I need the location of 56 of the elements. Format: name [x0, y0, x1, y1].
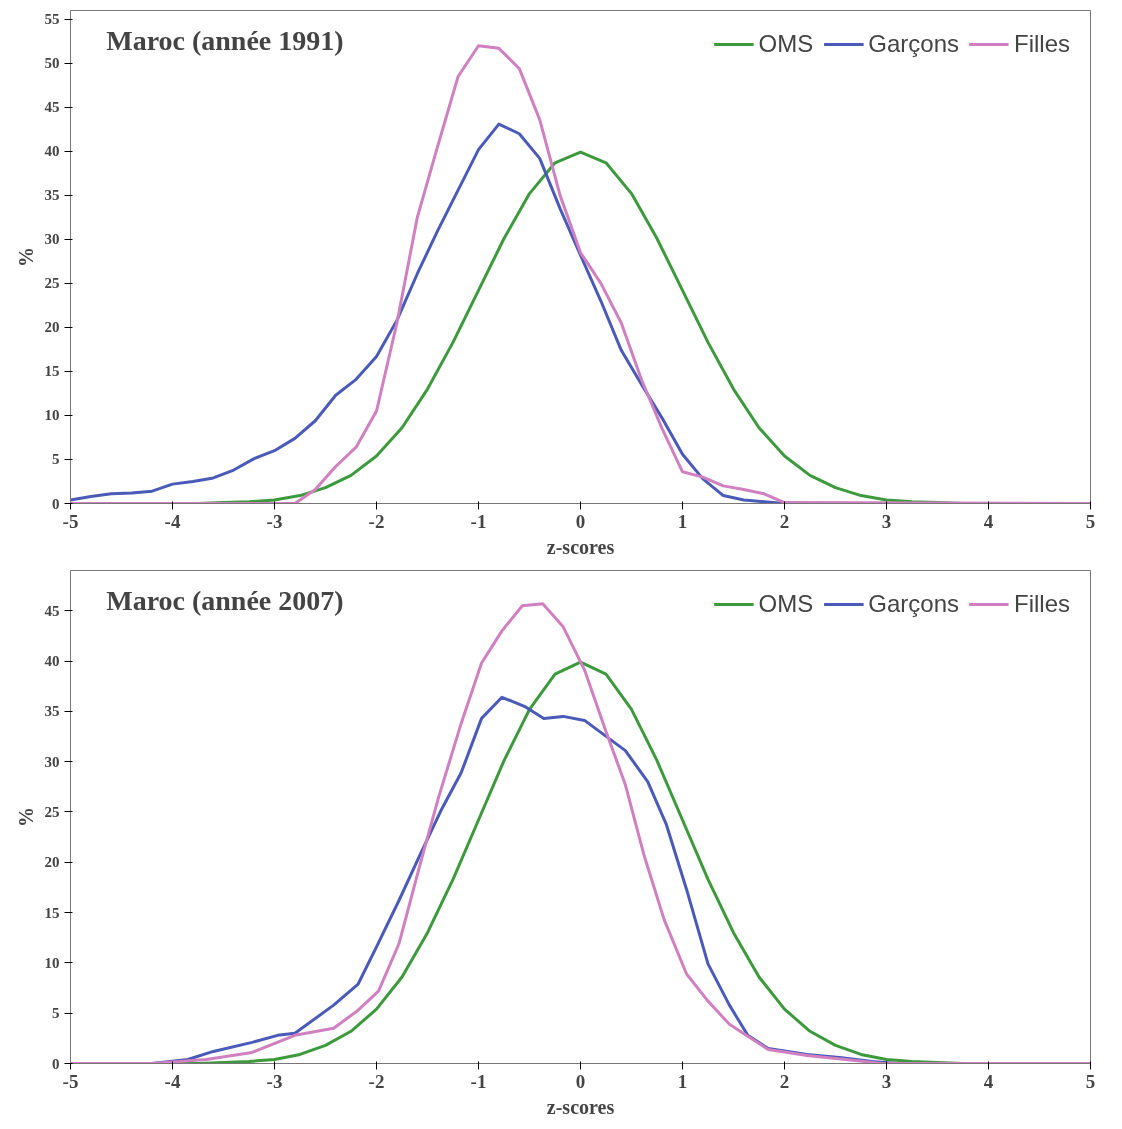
x-tick-label: 3	[881, 1070, 892, 1092]
x-tick-label: 0	[575, 1070, 586, 1092]
y-tick-label: 45	[44, 602, 60, 619]
y-tick-label: 25	[44, 275, 60, 292]
x-tick-label: -4	[164, 510, 181, 532]
y-tick-label: 15	[44, 363, 60, 380]
legend-label: Filles	[1013, 590, 1070, 618]
x-tick-label: -1	[470, 1070, 487, 1092]
x-tick-label: -1	[470, 510, 487, 532]
y-tick-label: 0	[52, 495, 60, 512]
y-axis-title: %	[14, 247, 37, 267]
x-axis-title: z-scores	[546, 535, 615, 558]
x-tick-label: -3	[266, 1070, 283, 1092]
x-tick-label: -2	[368, 510, 385, 532]
y-tick-label: 0	[52, 1055, 60, 1072]
legend-label: Garçons	[868, 30, 959, 58]
x-tick-label: 5	[1085, 1070, 1096, 1092]
y-tick-label: 25	[44, 803, 60, 820]
x-tick-label: 2	[779, 1070, 790, 1092]
legend-label: OMS	[758, 590, 814, 618]
y-tick-label: 35	[44, 187, 60, 204]
x-tick-label: -3	[266, 510, 283, 532]
y-tick-label: 20	[44, 319, 60, 336]
y-tick-label: 10	[44, 407, 60, 424]
x-tick-label: -2	[368, 1070, 385, 1092]
legend-label: Filles	[1013, 30, 1070, 58]
y-tick-label: 5	[52, 451, 60, 468]
x-tick-label: 1	[677, 1070, 688, 1092]
text: Maroc (année 1991)	[106, 24, 344, 56]
y-tick-label: 30	[44, 753, 60, 770]
y-tick-label: 10	[44, 954, 60, 971]
x-tick-label: -4	[164, 1070, 181, 1092]
x-tick-label: 4	[983, 1070, 994, 1092]
y-tick-label: 35	[44, 703, 60, 720]
x-tick-label: 1	[677, 510, 688, 532]
x-tick-label: 2	[779, 510, 790, 532]
y-tick-label: 15	[44, 904, 60, 921]
x-tick-label: 3	[881, 510, 892, 532]
x-tick-label: 0	[575, 510, 586, 532]
y-tick-label: 45	[44, 99, 60, 116]
x-axis-title: z-scores	[546, 1095, 615, 1118]
legend-label: Garçons	[868, 590, 959, 618]
y-axis-title: %	[14, 807, 37, 827]
text: Maroc (année 2007)	[106, 584, 344, 616]
y-tick-label: 40	[44, 143, 60, 160]
x-tick-label: 4	[983, 510, 994, 532]
y-tick-label: 40	[44, 653, 60, 670]
x-tick-label: 5	[1085, 510, 1096, 532]
y-tick-label: 50	[44, 55, 60, 72]
y-tick-label: 55	[44, 11, 60, 28]
y-tick-label: 5	[52, 1005, 60, 1022]
legend-label: OMS	[758, 30, 814, 58]
y-tick-label: 30	[44, 231, 60, 248]
x-tick-label: -5	[62, 510, 79, 532]
x-tick-label: -5	[62, 1070, 79, 1092]
y-tick-label: 20	[44, 854, 60, 871]
